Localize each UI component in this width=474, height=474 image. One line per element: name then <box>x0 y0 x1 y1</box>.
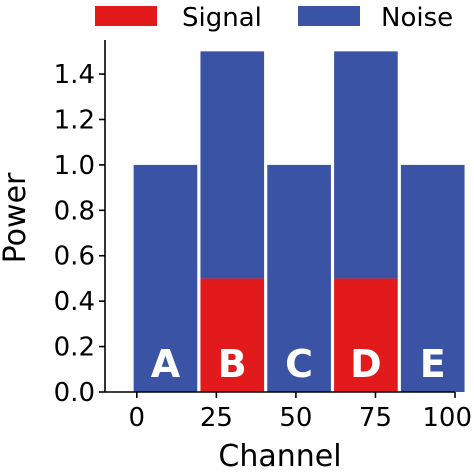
bar-noise-c <box>267 164 331 392</box>
bar-label-a: A <box>151 342 181 386</box>
legend-label-signal: Signal <box>182 3 262 33</box>
bar-signal-b <box>200 278 265 392</box>
y-tick-label: 0.2 <box>54 333 95 363</box>
legend-swatch-signal <box>95 6 157 26</box>
bar-noise-d <box>334 51 398 279</box>
legend-label-noise: Noise <box>381 3 453 33</box>
x-axis-label: Channel <box>218 439 341 474</box>
x-tick-label: 25 <box>200 403 233 433</box>
x-tick-label: 100 <box>422 403 472 433</box>
y-tick-label: 0.0 <box>54 378 95 408</box>
y-tick-label: 0.8 <box>54 196 95 226</box>
y-tick-label: 0.4 <box>54 287 95 317</box>
y-ticks-group: 0.0 0.2 0.4 0.6 0.8 1.0 1.2 1.4 <box>54 60 105 408</box>
bars-group <box>133 51 465 392</box>
bar-noise-a <box>133 164 198 392</box>
y-tick-label: 0.6 <box>54 242 95 272</box>
bar-label-d: D <box>350 342 382 386</box>
x-tick-label: 50 <box>279 403 312 433</box>
x-ticks-group: 0 25 50 75 100 <box>129 392 472 433</box>
y-tick-label: 1.4 <box>54 60 95 90</box>
y-tick-label: 1.2 <box>54 105 95 135</box>
bar-signal-d <box>334 278 398 392</box>
x-tick-label: 0 <box>129 403 146 433</box>
y-axis-label: Power <box>0 172 33 263</box>
bar-label-e: E <box>420 342 446 386</box>
bar-noise-e <box>400 164 465 392</box>
y-tick-label: 1.0 <box>54 151 95 181</box>
legend-swatch-noise <box>298 6 360 26</box>
legend: Signal Noise <box>95 3 453 33</box>
x-tick-label: 75 <box>359 403 392 433</box>
bar-noise-b <box>200 51 265 279</box>
bar-label-c: C <box>285 342 313 386</box>
bar-label-b: B <box>218 342 247 386</box>
